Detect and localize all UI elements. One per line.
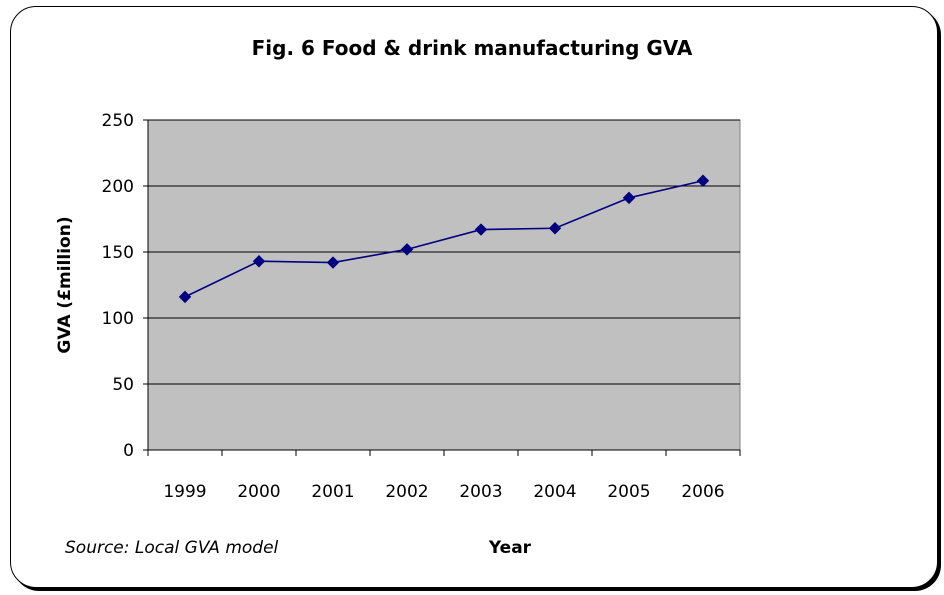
plot-area <box>147 119 741 451</box>
y-tick-label: 250 <box>102 111 134 131</box>
x-tick-label: 2003 <box>459 482 502 502</box>
source-note: Source: Local GVA model <box>65 538 279 558</box>
x-tick-labels: 1999 2000 2001 2002 2003 2004 2005 2006 <box>163 482 724 502</box>
data-point-marker <box>548 222 562 235</box>
y-tick-labels: 0 50 100 150 200 250 <box>102 111 134 461</box>
x-tick-label: 2000 <box>237 482 280 502</box>
y-axis-label: GVA (£million) <box>55 216 75 353</box>
data-point-marker <box>622 191 636 205</box>
x-tick-label: 2006 <box>681 482 724 502</box>
x-tick-label: 2004 <box>533 482 576 502</box>
data-point-marker <box>178 290 192 304</box>
y-tick-label: 200 <box>102 177 134 197</box>
chart-title: Fig. 6 Food & drink manufacturing GVA <box>252 36 693 60</box>
x-tick-label: 1999 <box>163 482 206 502</box>
x-tick-label: 2005 <box>607 482 650 502</box>
x-tick-label: 2002 <box>385 482 428 502</box>
x-tick-label: 2001 <box>311 482 354 502</box>
series-line <box>184 179 704 298</box>
y-tick-label: 50 <box>112 375 134 395</box>
y-tick-label: 100 <box>102 309 134 329</box>
data-point-marker <box>326 256 340 269</box>
data-point-marker <box>474 223 488 236</box>
gridlines <box>148 119 740 385</box>
data-point-marker <box>400 243 414 256</box>
y-tick-label: 150 <box>102 243 134 263</box>
x-axis-label: Year <box>488 538 532 558</box>
data-point-marker <box>696 174 710 187</box>
y-tick-label: 0 <box>123 441 134 461</box>
series-group <box>178 174 710 304</box>
axes <box>143 119 741 456</box>
data-point-marker <box>252 255 266 268</box>
